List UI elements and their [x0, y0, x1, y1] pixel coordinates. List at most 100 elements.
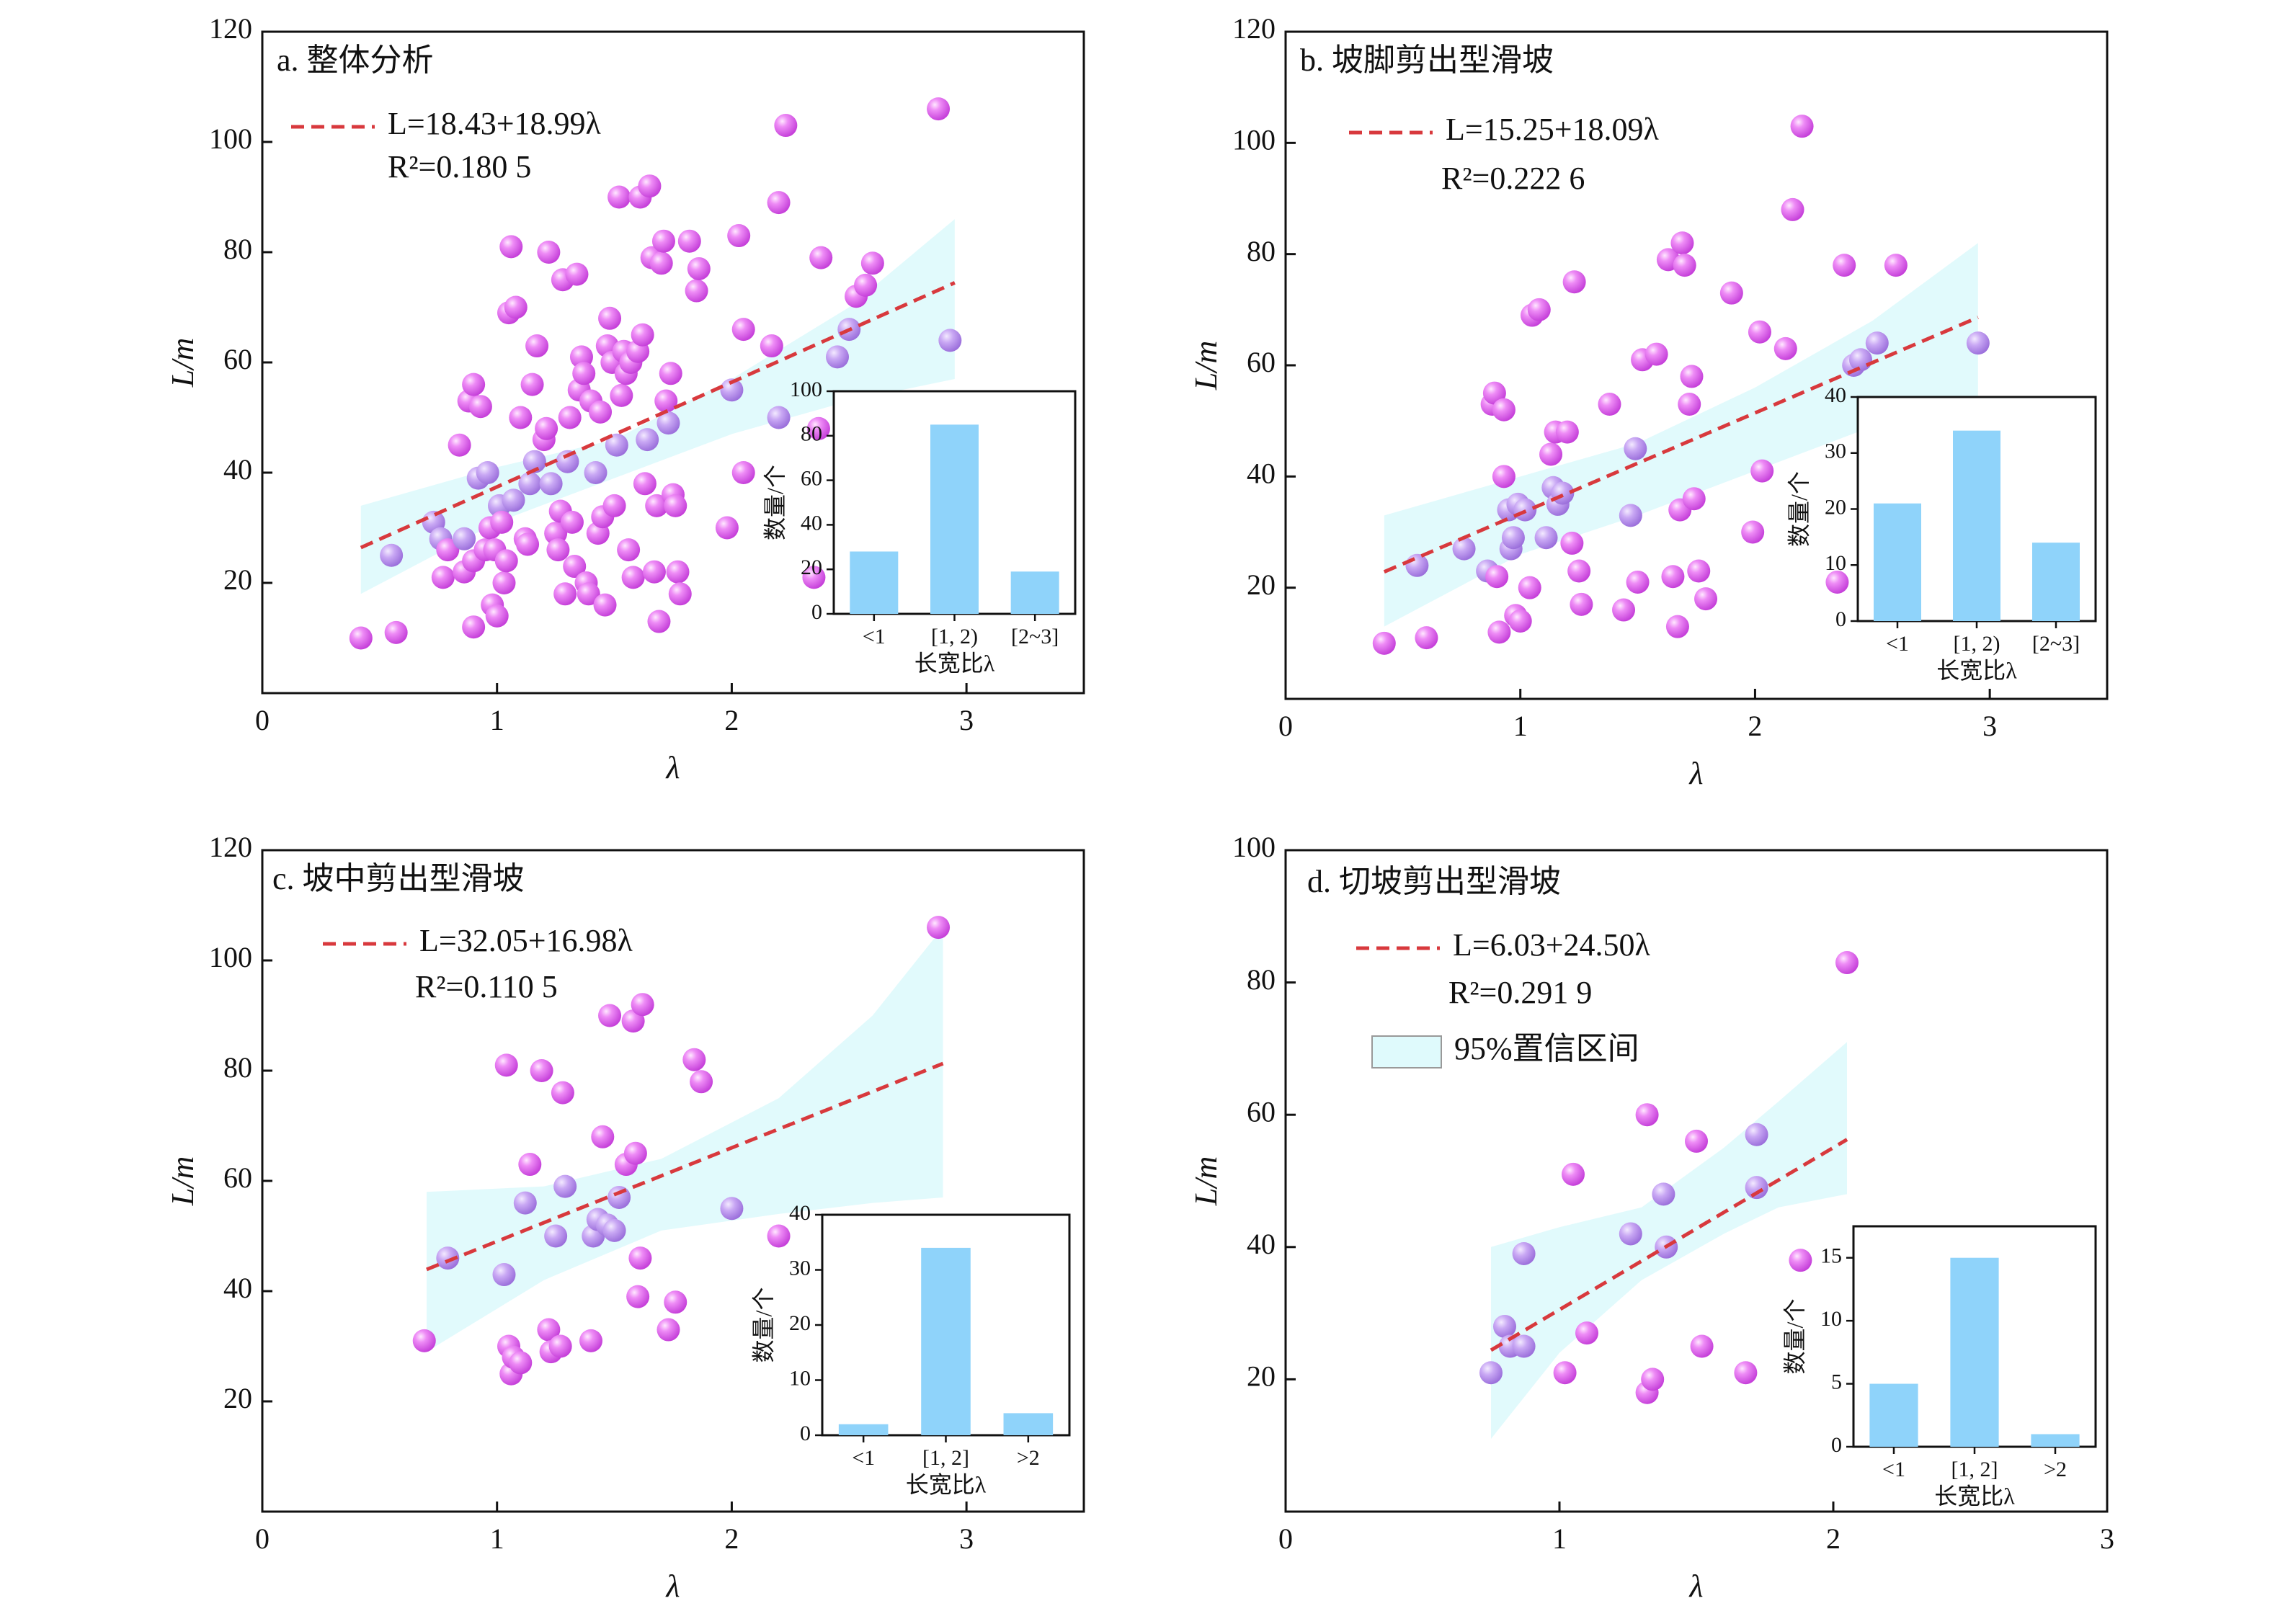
- x-tick-label: 3: [1982, 710, 1997, 742]
- data-point: [1415, 626, 1438, 650]
- data-point: [774, 114, 798, 138]
- data-point: [938, 329, 962, 352]
- data-point: [380, 543, 404, 567]
- inset-bar-chart: <1 [1, 2] >2 0 10 20 30 40 长宽比λ 数量/个: [750, 1201, 1071, 1497]
- panel-title: d. 切坡剪出型滑坡: [1307, 864, 1561, 899]
- data-point: [1562, 1162, 1585, 1186]
- data-point: [492, 571, 516, 594]
- data-point: [809, 246, 833, 269]
- data-point: [462, 615, 486, 639]
- data-point: [1865, 331, 1889, 355]
- r-squared: R²=0.180 5: [388, 149, 531, 184]
- data-point: [584, 461, 607, 484]
- data-point: [598, 306, 622, 330]
- data-point: [626, 1285, 650, 1308]
- inset-x-tick-label: <1: [1886, 632, 1909, 656]
- data-point: [1682, 487, 1706, 511]
- data-point: [617, 538, 641, 562]
- inset-y-tick-label: 40: [1825, 383, 1846, 407]
- inset-y-tick-label: 0: [1835, 607, 1846, 631]
- regression-equation: L=15.25+18.09λ: [1446, 112, 1660, 147]
- data-point: [802, 566, 826, 589]
- y-tick-label: 20: [223, 1382, 252, 1414]
- y-tick-label: 120: [209, 831, 252, 863]
- data-point: [1745, 1176, 1768, 1200]
- data-point: [668, 582, 692, 606]
- data-point: [1635, 1103, 1659, 1127]
- data-point: [565, 262, 589, 286]
- x-tick-label: 3: [959, 1522, 974, 1555]
- x-tick-label: 1: [1513, 710, 1528, 742]
- inset-y-axis-label: 数量/个: [1781, 1299, 1807, 1375]
- data-point: [927, 97, 951, 121]
- inset-y-tick-label: 0: [800, 1422, 811, 1445]
- regression-line: [1490, 1138, 1848, 1352]
- inset-y-tick-label: 10: [1825, 551, 1846, 575]
- inset-y-tick-label: 20: [1825, 495, 1846, 519]
- data-point: [1678, 393, 1701, 416]
- data-point: [664, 494, 687, 517]
- data-point: [1833, 254, 1856, 277]
- data-point: [448, 433, 471, 457]
- data-point: [715, 516, 739, 540]
- data-point: [520, 372, 544, 396]
- data-point: [518, 472, 542, 496]
- legend-band-swatch: [1371, 1035, 1442, 1068]
- inset-bar: [921, 1247, 971, 1435]
- x-tick-label: 1: [1552, 1522, 1567, 1555]
- data-point: [1687, 559, 1711, 583]
- data-point: [1560, 531, 1584, 555]
- data-point: [551, 1081, 574, 1105]
- y-tick-label: 60: [1247, 1095, 1276, 1128]
- data-point: [602, 494, 626, 517]
- inset-bar-chart: <1 [1, 2) [2~3] 0 10 20 30 40 长宽比λ 数量/个: [1786, 383, 2097, 683]
- data-point: [605, 433, 628, 457]
- inset-x-tick-label: [1, 2): [1954, 632, 2000, 656]
- inset-bar: [838, 1424, 889, 1435]
- data-point: [631, 323, 654, 347]
- panel-title: b. 坡脚剪出型滑坡: [1300, 43, 1554, 78]
- data-point: [553, 582, 577, 606]
- chart-panel-a: 20 40 60 80 100 120 0 1 2 3 λ L/m a. 整体分析 L=18.43+18.…: [165, 12, 1085, 785]
- confidence-band: [1384, 243, 1978, 627]
- data-point: [1644, 342, 1668, 366]
- data-point: [1512, 1334, 1536, 1358]
- inset-x-tick-label: [2~3]: [2032, 632, 2080, 656]
- inset-bar-chart: <1 [1, 2) [2~3] 0 20 40 60 80 100 长宽比λ 数量/个: [762, 378, 1077, 676]
- inset-y-tick-label: 30: [1825, 440, 1846, 463]
- data-point: [1734, 1361, 1758, 1385]
- plot-frame: [1284, 849, 2109, 1513]
- data-point: [1372, 631, 1396, 655]
- inset-y-tick-label: 20: [789, 1311, 811, 1335]
- data-point: [860, 251, 884, 275]
- data-point: [502, 488, 525, 512]
- inset-bar: [1869, 1383, 1918, 1447]
- data-point: [579, 1329, 602, 1352]
- y-axis-label: L/m: [165, 338, 200, 388]
- y-tick-label: 80: [1247, 235, 1276, 267]
- inset-bar-chart: <1 [1, 2] >2 0 5 10 15 长宽比λ 数量/个: [1781, 1225, 2097, 1509]
- data-point: [656, 1318, 680, 1342]
- inset-y-tick-label: 15: [1820, 1244, 1842, 1268]
- data-point: [1624, 437, 1647, 460]
- data-point: [1487, 620, 1511, 644]
- y-tick-label: 40: [223, 1272, 252, 1304]
- inset-x-tick-label: <1: [863, 625, 886, 648]
- x-tick-label: 0: [1278, 1522, 1293, 1555]
- data-point: [563, 555, 587, 579]
- data-point: [560, 510, 584, 534]
- data-point: [623, 1141, 647, 1165]
- data-point: [349, 626, 373, 650]
- data-point: [525, 334, 549, 358]
- inset-bar: [1953, 430, 2000, 621]
- data-point: [468, 395, 492, 419]
- data-point: [826, 345, 849, 369]
- y-axis-label: L/m: [165, 1156, 200, 1206]
- panel-title: c. 坡中剪出型滑坡: [272, 861, 525, 896]
- data-point: [553, 1174, 577, 1198]
- inset-x-tick-label: >2: [1017, 1446, 1040, 1470]
- data-point: [927, 916, 951, 940]
- y-tick-label: 60: [1247, 346, 1276, 378]
- data-point: [530, 1059, 553, 1082]
